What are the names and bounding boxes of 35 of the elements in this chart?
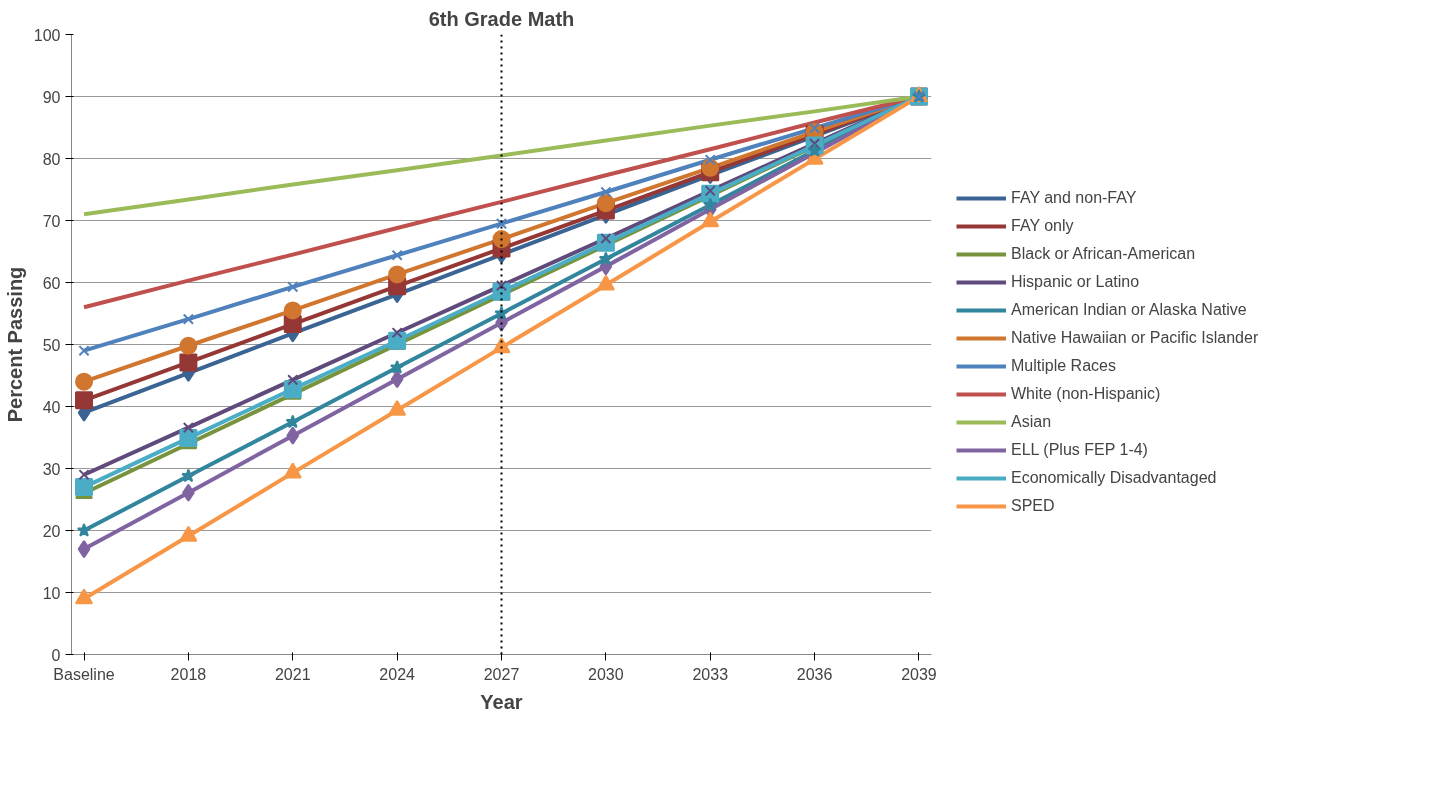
- x-tick-label: 2036: [796, 665, 833, 683]
- x-tick-label: 2039: [901, 665, 937, 683]
- x-axis-title: Year: [480, 690, 523, 713]
- y-tick-label: 10: [42, 584, 61, 602]
- legend-label: SPED: [1011, 496, 1055, 515]
- x-tick-label: 2024: [379, 665, 416, 683]
- y-tick-label: 0: [51, 646, 61, 664]
- y-tick-label: 50: [42, 336, 61, 354]
- legend-label: Native Hawaiian or Pacific Islander: [1011, 328, 1259, 347]
- y-tick-label: 70: [42, 212, 61, 230]
- legend-label: ELL (Plus FEP 1-4): [1011, 440, 1148, 459]
- x-tick-label: 2018: [170, 665, 207, 683]
- y-tick-label: 20: [42, 522, 61, 540]
- legend-label: Black or African-American: [1011, 244, 1196, 263]
- legend-label: American Indian or Alaska Native: [1011, 300, 1247, 319]
- legend-label: Hispanic or Latino: [1011, 272, 1140, 291]
- chart-title: 6th Grade Math: [428, 7, 575, 30]
- x-tick-label: 2033: [692, 665, 729, 683]
- legend-label: FAY only: [1011, 216, 1074, 235]
- y-tick-label: 30: [42, 460, 61, 478]
- y-tick-label: 100: [33, 26, 61, 44]
- y-tick-label: 80: [42, 150, 61, 168]
- x-tick-label: 2021: [274, 665, 311, 683]
- y-tick-label: 60: [42, 274, 61, 292]
- y-tick-label: 40: [42, 398, 61, 416]
- legend-label: Multiple Races: [1011, 356, 1116, 375]
- x-tick-label: 2027: [483, 665, 520, 683]
- legend-label: FAY and non-FAY: [1011, 188, 1137, 207]
- x-tick-label: Baseline: [53, 665, 115, 683]
- legend-label: Economically Disadvantaged: [1011, 468, 1217, 487]
- legend-label: White (non-Hispanic): [1011, 384, 1161, 403]
- legend-label: Asian: [1011, 412, 1052, 431]
- x-tick-label: 2030: [588, 665, 624, 683]
- y-tick-label: 90: [42, 88, 61, 106]
- y-axis-title: Percent Passing: [3, 266, 26, 423]
